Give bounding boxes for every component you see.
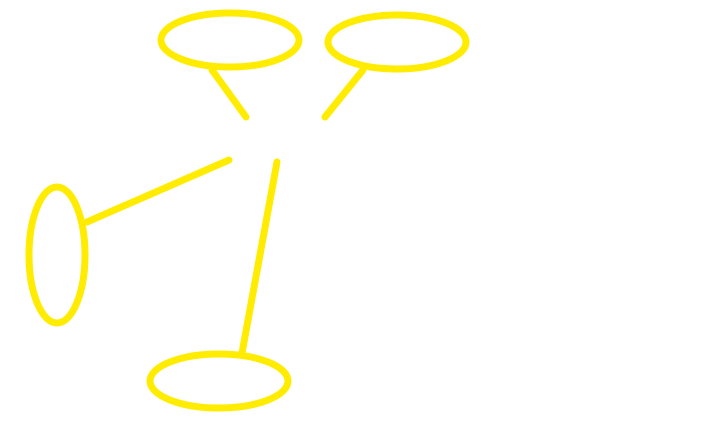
connector-bottom — [238, 158, 281, 357]
connector-top-left — [208, 66, 250, 121]
node-top-right — [324, 11, 470, 73]
center-topic-label: CHLOROPLASTS — [199, 126, 371, 148]
node-top-left — [157, 9, 303, 71]
connector-top-right — [321, 66, 367, 121]
node-bottom — [146, 350, 292, 412]
node-left — [25, 183, 89, 327]
connector-left — [83, 156, 233, 226]
